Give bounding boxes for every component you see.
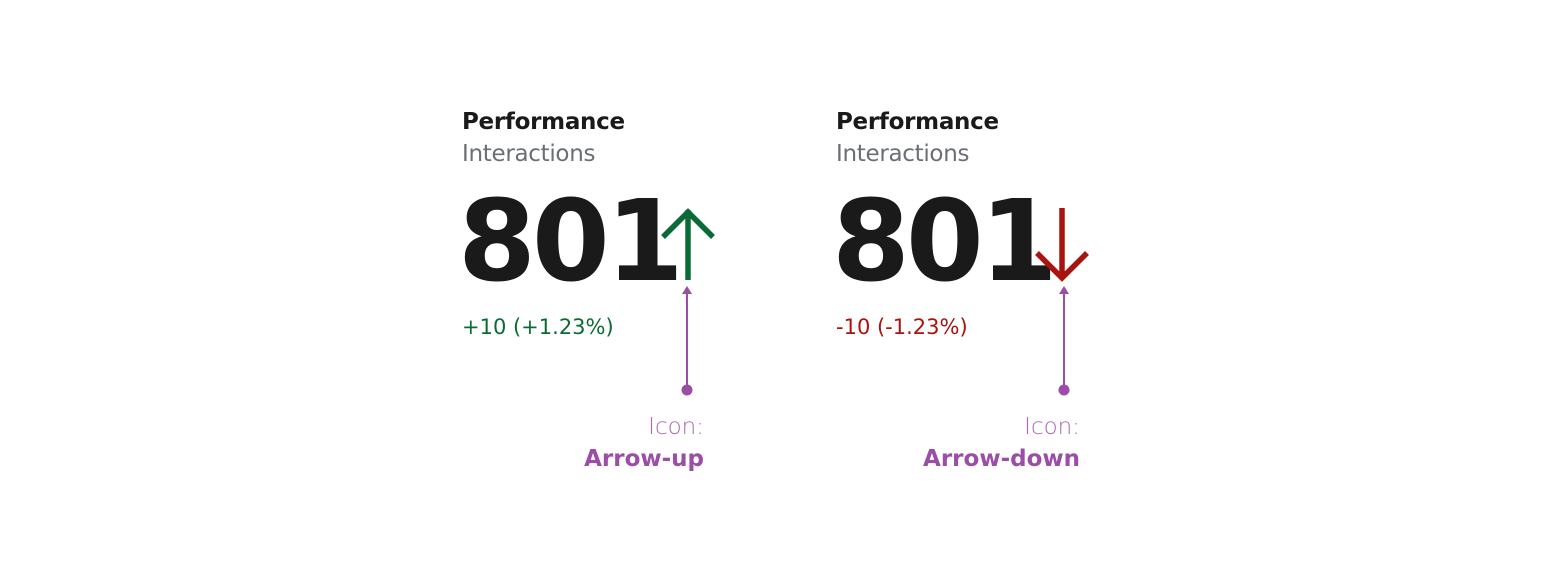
annotation-caption: Icon:	[1024, 414, 1080, 440]
metric-card-up: Performance Interactions 801 +10 (+1.23%…	[458, 106, 762, 339]
arrow-down-icon	[1035, 208, 1089, 282]
metric-value: 801	[832, 177, 1058, 307]
card-title: Performance	[462, 109, 625, 135]
annotation-label-down: Icon: Arrow-down	[923, 411, 1080, 475]
annotation-icon-name: Arrow-down	[923, 446, 1080, 472]
annotation-pointer	[681, 286, 693, 396]
metric-delta: +10 (+1.23%)	[462, 315, 614, 339]
annotation-icon-name: Arrow-up	[584, 446, 704, 472]
arrow-up-icon	[661, 208, 715, 280]
annotation-label-up: Icon: Arrow-up	[584, 411, 704, 475]
card-subtitle: Interactions	[836, 141, 970, 167]
metric-delta: -10 (-1.23%)	[836, 315, 968, 339]
metric-value: 801	[458, 177, 684, 307]
metric-card-down: Performance Interactions 801 -10 (-1.23%…	[832, 106, 1136, 339]
annotation-pointer	[1058, 286, 1070, 396]
annotation-caption: Icon:	[648, 414, 704, 440]
card-title: Performance	[836, 109, 999, 135]
card-subtitle: Interactions	[462, 141, 596, 167]
